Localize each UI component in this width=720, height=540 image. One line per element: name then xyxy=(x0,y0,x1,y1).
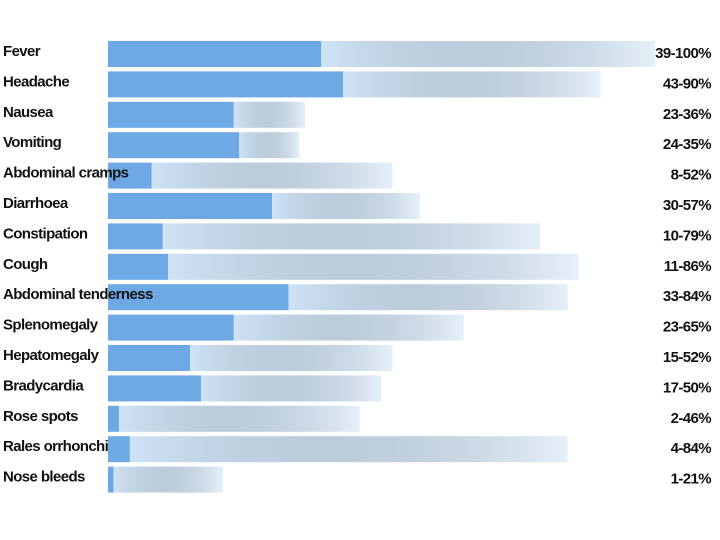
bar-shade xyxy=(233,314,464,341)
range-label: 8-52% xyxy=(671,167,712,184)
bar-shade xyxy=(233,101,305,128)
low-bar xyxy=(108,101,234,128)
bar-shade xyxy=(162,223,541,250)
category-label: Hepatomegaly xyxy=(3,347,100,364)
low-bar xyxy=(108,223,163,250)
range-label: 4-84% xyxy=(671,440,712,457)
bar-shade xyxy=(151,162,393,189)
range-label: 17-50% xyxy=(663,379,711,396)
category-label: Cough xyxy=(3,256,48,273)
bar-shade xyxy=(239,132,300,159)
range-label: 33-84% xyxy=(663,288,711,305)
category-label: Diarrhoea xyxy=(3,195,69,212)
bar-shade xyxy=(272,193,420,219)
bar-shade xyxy=(168,253,579,280)
bar-shade xyxy=(321,41,655,67)
bar-shade xyxy=(113,466,223,493)
range-label: 23-65% xyxy=(663,319,711,336)
bar-shade xyxy=(288,284,568,311)
category-label: Splenomegaly xyxy=(3,317,99,334)
category-label: Nose bleeds xyxy=(3,469,85,486)
low-bar xyxy=(108,162,152,189)
category-label: Headache xyxy=(3,73,69,90)
range-label: 39-100% xyxy=(655,45,711,62)
bar-shade xyxy=(129,436,568,463)
range-label: 2-46% xyxy=(671,410,712,427)
low-bar xyxy=(108,253,169,280)
category-label: Abdominal cramps xyxy=(3,165,129,182)
low-bar xyxy=(108,466,114,493)
bars xyxy=(108,41,655,493)
labels: Fever 39-100% Headache 43-90% Nausea 23-36% Vo… xyxy=(3,43,712,488)
range-label: 10-79% xyxy=(663,227,711,244)
low-bar xyxy=(108,41,322,67)
bar-shade xyxy=(343,71,601,98)
category-label: Rose spots xyxy=(3,408,78,425)
range-label: 11-86% xyxy=(664,258,712,275)
category-label: Bradycardia xyxy=(3,377,84,394)
category-label: Vomiting xyxy=(3,134,62,151)
low-bar xyxy=(108,284,289,311)
category-label: Nausea xyxy=(3,104,54,121)
range-label: 24-35% xyxy=(663,136,711,153)
low-bar xyxy=(108,314,234,341)
low-bar xyxy=(108,436,130,463)
category-label: Constipation xyxy=(3,225,88,242)
low-bar xyxy=(108,193,273,219)
range-label: 23-36% xyxy=(663,106,711,123)
low-bar xyxy=(108,71,344,98)
category-label: Abdominal tenderness xyxy=(3,286,153,303)
low-bar xyxy=(108,405,119,432)
range-label: 30-57% xyxy=(663,197,711,214)
bar-shade xyxy=(190,345,393,371)
category-label: Rales orrhonchi xyxy=(3,438,109,455)
low-bar xyxy=(108,345,191,371)
bar-shade xyxy=(200,375,382,402)
bar-shade xyxy=(118,405,360,432)
low-bar xyxy=(108,132,240,159)
range-label: 1-21% xyxy=(671,471,712,488)
low-bar xyxy=(108,375,201,402)
category-label: Fever xyxy=(3,43,41,60)
range-label: 15-52% xyxy=(663,349,711,366)
range-label: 43-90% xyxy=(663,75,711,92)
